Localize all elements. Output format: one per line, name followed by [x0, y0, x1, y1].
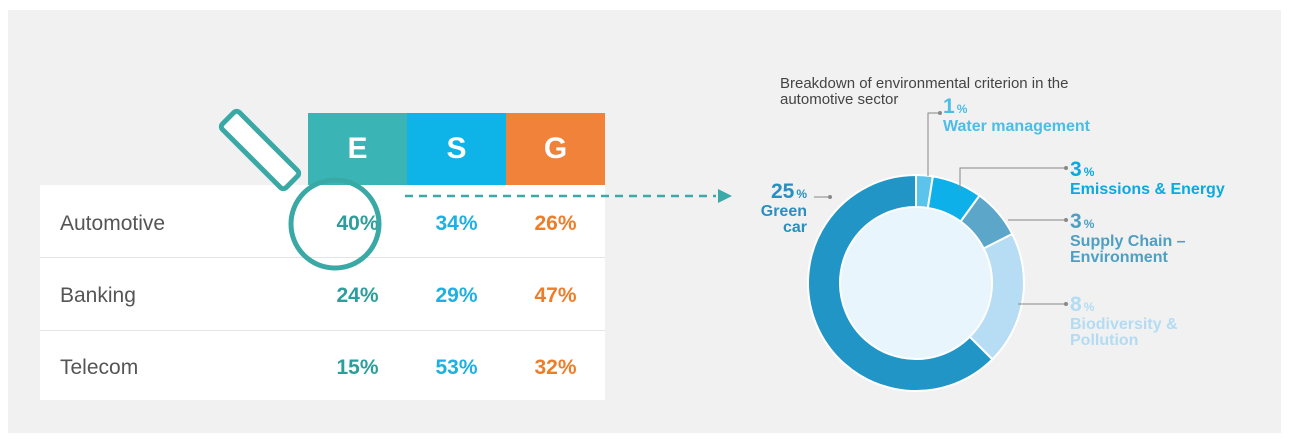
- cell-value: 29%: [435, 284, 478, 307]
- cell-value: 47%: [534, 284, 577, 307]
- value-label: 8%: [1070, 293, 1095, 316]
- data-label: 3% Emissions & Energy: [1070, 158, 1270, 198]
- value-label: 25%: [770, 180, 807, 203]
- leader-dots: [828, 111, 1068, 306]
- value-label: 3%: [1070, 210, 1095, 233]
- chart-title: Breakdown of environmental criterion in …: [780, 75, 1069, 108]
- cell-value: 32%: [534, 356, 577, 379]
- data-label: 25% Green car: [750, 180, 807, 236]
- table-row: Automotive 40% 34% 26%: [40, 188, 605, 259]
- donut-hole: [841, 208, 991, 358]
- arrow-head: [718, 189, 732, 203]
- cell-value: 40%: [336, 212, 379, 235]
- table-row: Telecom 15% 53% 32%: [40, 332, 605, 403]
- cell-value: 53%: [435, 356, 478, 379]
- row-label: Banking: [60, 284, 136, 307]
- category-label: Supply Chain – Environment: [1070, 233, 1186, 266]
- category-label: Biodiversity & Pollution: [1070, 316, 1178, 349]
- cell-value: 26%: [534, 212, 577, 235]
- donut: [807, 173, 1026, 392]
- donut-segment: [807, 173, 994, 392]
- separator: [40, 257, 605, 258]
- table-row: Banking 24% 29% 47%: [40, 260, 605, 331]
- data-label: 1% Water management: [943, 95, 1183, 135]
- category-label: Green car: [760, 203, 807, 236]
- magnifier-handle: [218, 108, 302, 192]
- cell-value: 24%: [336, 284, 379, 307]
- leader-lines: [814, 112, 1066, 305]
- magnifier: [288, 177, 382, 271]
- row-label: Telecom: [60, 356, 139, 379]
- cell-value: 15%: [336, 356, 379, 379]
- category-label: Emissions & Energy: [1070, 181, 1225, 198]
- column-header: G: [506, 113, 605, 185]
- table-card: [40, 185, 605, 400]
- value-label: 1%: [943, 95, 968, 118]
- column-header: S: [407, 113, 506, 185]
- data-label: 3% Supply Chain – Environment: [1070, 210, 1200, 266]
- data-label: 8% Biodiversity & Pollution: [1070, 293, 1190, 349]
- cell-value: 34%: [435, 212, 478, 235]
- value-label: 3%: [1070, 158, 1095, 181]
- row-label: Automotive: [60, 212, 166, 235]
- column-header: E: [308, 113, 407, 185]
- separator: [40, 330, 605, 331]
- category-label: Water management: [943, 118, 1090, 135]
